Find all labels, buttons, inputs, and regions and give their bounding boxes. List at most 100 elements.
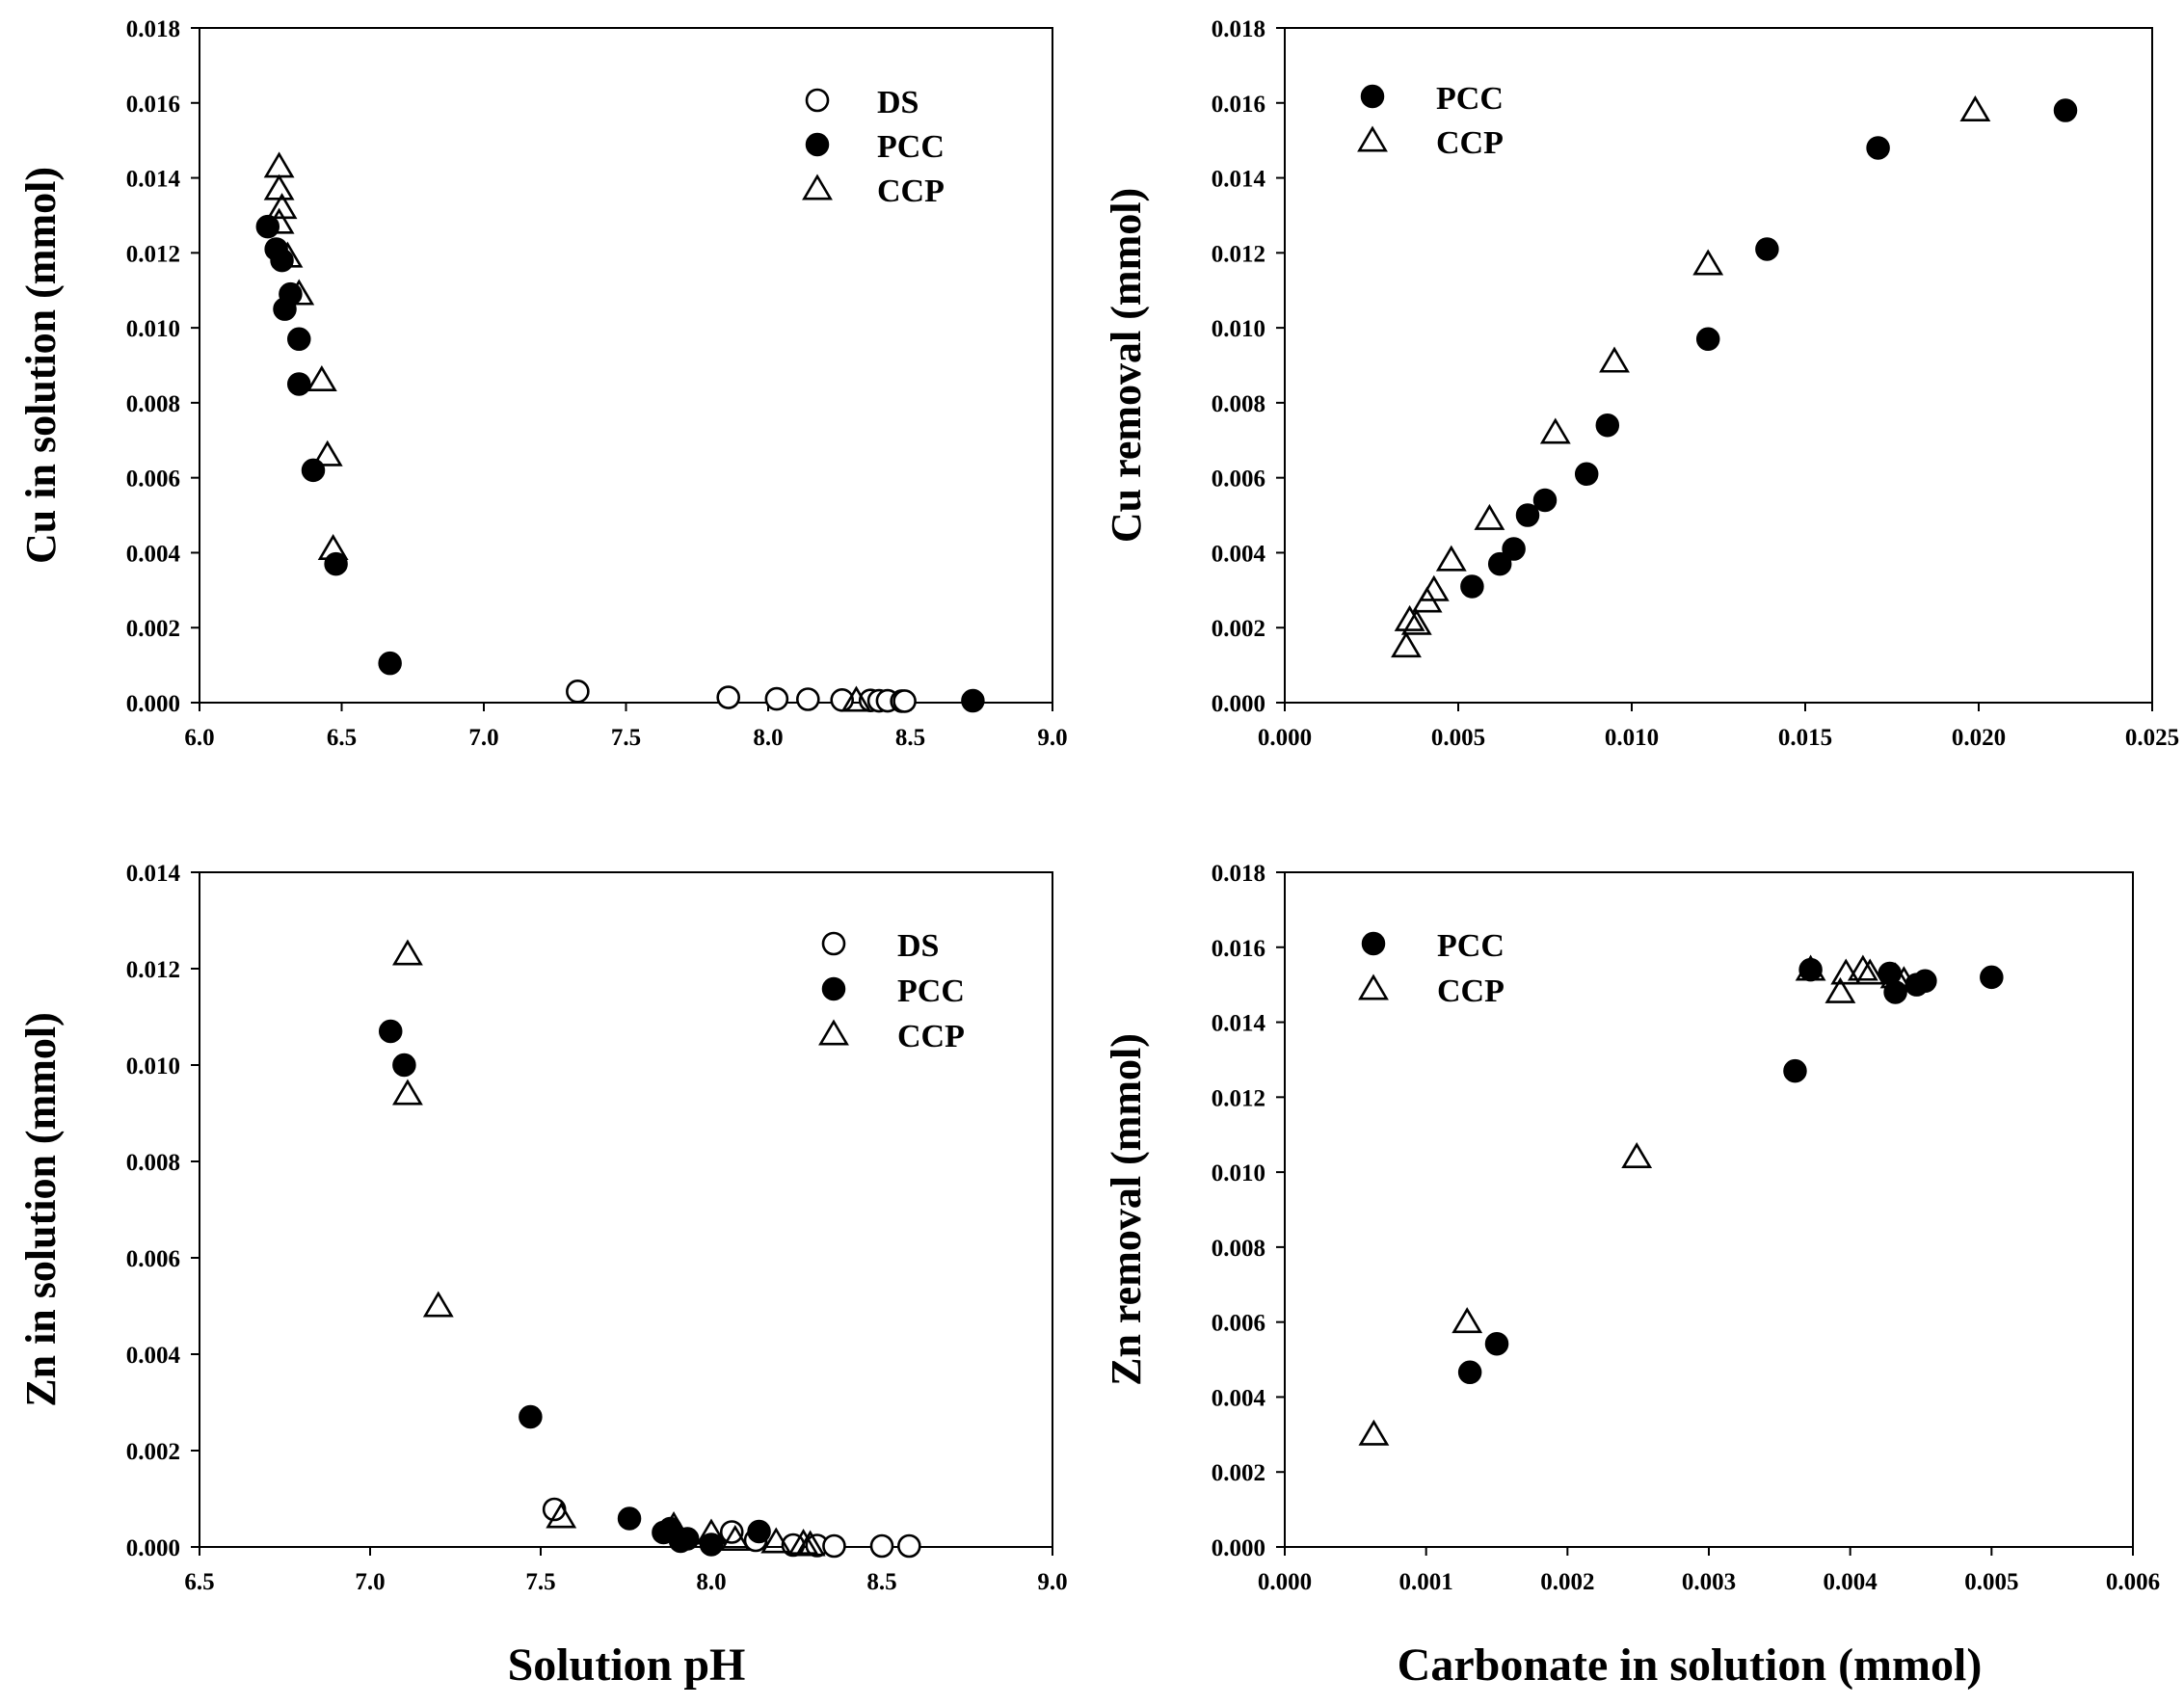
point-pcc: [1913, 969, 1937, 994]
point-ccp: [392, 1079, 423, 1106]
legend: PCC CCP: [1357, 81, 1504, 161]
x-tick-label: 0.001: [1399, 1569, 1453, 1595]
legend-marker-ccp: [1358, 973, 1389, 1000]
legend-label-ds: DS: [877, 85, 919, 120]
y-tick-label: 0.008: [126, 391, 180, 417]
x-tick-label: 0.004: [1824, 1569, 1878, 1595]
chart-zn-ph: 6.5 7.0 7.5 8.0 8.5 9.0 0.000 0.002 0.004 0.006 0.…: [17, 861, 1068, 1595]
point-ccp: [1539, 417, 1571, 444]
plot-frame: [199, 871, 1053, 1548]
legend-marker-pcc: [805, 132, 830, 157]
y-tick-label: 0.004: [126, 541, 181, 567]
y-axis-label: Cu in solution (mmol): [17, 167, 65, 564]
point-ds: [716, 685, 741, 709]
y-tick-label: 0.006: [126, 466, 180, 493]
y-tick-label: 0.002: [1212, 616, 1265, 642]
point-ccp: [1599, 346, 1630, 373]
point-pcc: [1866, 136, 1890, 160]
x-tick-label: 0.003: [1682, 1569, 1736, 1595]
x-tick-label: 7.5: [611, 725, 641, 751]
x-tick-label: 0.000: [1258, 725, 1312, 751]
x-tick-label: 9.0: [1037, 725, 1067, 751]
point-pcc: [675, 1527, 700, 1551]
x-tick-label: 6.0: [184, 725, 214, 751]
x-tick-label: 0.025: [2125, 725, 2179, 751]
point-ccp: [696, 1518, 727, 1545]
point-ccp: [266, 193, 298, 220]
shared-xlabel-solution-ph: Solution pH: [508, 1639, 746, 1691]
point-pcc: [1595, 413, 1620, 438]
x-tick-label: 7.5: [525, 1569, 555, 1595]
legend-label-pcc: PCC: [1436, 81, 1504, 117]
x-tick-label: 7.0: [355, 1569, 385, 1595]
x-tick-label: 9.0: [1037, 1569, 1067, 1595]
point-ccp: [311, 440, 343, 466]
y-tick-label: 0.000: [1212, 1535, 1265, 1561]
point-ccp: [840, 685, 872, 712]
y-axis-label: Zn removal (mmol): [1103, 1033, 1150, 1386]
point-pcc: [1574, 462, 1599, 487]
point-pcc: [699, 1533, 724, 1557]
y-tick-label: 0.016: [1212, 936, 1265, 962]
y-tick-label: 0.006: [1212, 466, 1265, 493]
x-tick-label: 8.5: [866, 1569, 896, 1595]
point-ccp: [283, 279, 315, 306]
x-tick-label: 0.002: [1540, 1569, 1594, 1595]
chart-zn-carbonate: 0.000 0.001 0.002 0.003 0.004 0.005 0.006 0.000…: [1103, 861, 2160, 1595]
shared-xlabel-carbonate: Carbonate in solution (mmol): [1398, 1639, 1983, 1691]
point-ccp: [1435, 545, 1467, 572]
chart-cu-ph: 6.0 6.5 7.0 7.5 8.0 8.5 9.0 0.000 0.002 0.004 0.00…: [17, 16, 1068, 751]
y-tick-label: 0.006: [126, 1246, 180, 1272]
point-ccp: [719, 1524, 751, 1551]
y-tick-label: 0.002: [126, 616, 180, 642]
legend-label-pcc: PCC: [897, 973, 965, 1009]
point-pcc: [747, 1519, 771, 1544]
y-tick-label: 0.012: [1212, 241, 1265, 267]
point-pcc: [378, 651, 402, 676]
point-ccp: [1394, 604, 1425, 631]
legend: DS PCC CCP: [818, 928, 965, 1054]
plot-frame: [1284, 27, 2153, 704]
point-pcc: [1484, 1331, 1509, 1356]
point-pcc: [617, 1506, 642, 1531]
point-pcc: [1755, 237, 1779, 261]
x-tick-label: 0.010: [1605, 725, 1659, 751]
x-tick-label: 0.015: [1778, 725, 1832, 751]
x-tick-label: 0.006: [2106, 1569, 2160, 1595]
point-ccp: [1452, 1307, 1483, 1334]
point-ds: [897, 1533, 921, 1559]
x-tick-label: 0.000: [1258, 1569, 1312, 1595]
x-tick-label: 0.020: [1952, 725, 2006, 751]
y-tick-label: 0.018: [126, 16, 180, 42]
y-axis-label: Cu removal (mmol): [1103, 188, 1150, 543]
point-pcc: [1460, 574, 1484, 599]
point-ccp: [1400, 608, 1432, 635]
point-ccp: [794, 1530, 826, 1557]
y-tick-label: 0.002: [126, 1439, 180, 1465]
chart-cu-carbonate: 0.000 0.005 0.010 0.015 0.020 0.025 0.000 0.002…: [1103, 16, 2179, 751]
point-ccp: [1830, 958, 1862, 985]
y-tick-label: 0.008: [1212, 391, 1265, 417]
series-pcc: [1460, 98, 2078, 599]
x-tick-label: 7.0: [468, 725, 498, 751]
y-tick-label: 0.012: [126, 241, 180, 267]
point-pcc: [287, 372, 311, 396]
x-tick-label: 8.0: [696, 1569, 726, 1595]
point-pcc: [1980, 965, 2004, 990]
legend-label-ccp: CCP: [897, 1019, 965, 1054]
point-ccp: [1795, 954, 1826, 981]
point-pcc: [519, 1404, 543, 1429]
point-pcc: [1783, 1058, 1807, 1083]
legend-label-ds: DS: [897, 928, 939, 964]
x-tick-label: 8.0: [753, 725, 783, 751]
point-ccp: [1888, 966, 1920, 993]
point-ccp: [1959, 94, 1991, 121]
point-pcc: [392, 1053, 416, 1078]
y-tick-label: 0.002: [1212, 1460, 1265, 1486]
point-ds: [764, 686, 789, 711]
point-ccp: [392, 939, 423, 966]
y-tick-label: 0.006: [1212, 1311, 1265, 1337]
legend-label-pcc: PCC: [1437, 928, 1505, 964]
